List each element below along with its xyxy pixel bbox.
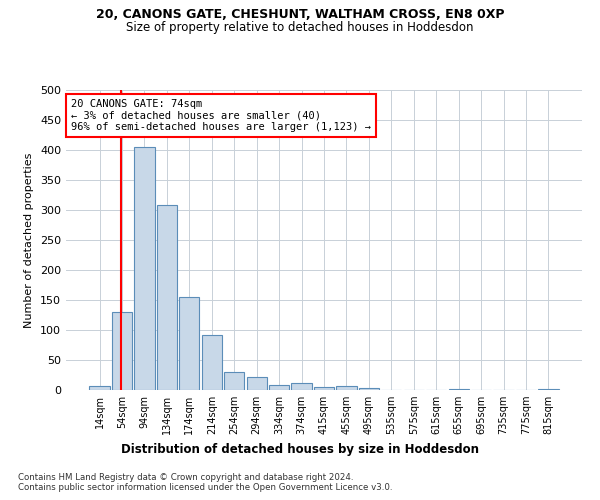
Bar	[247, 378, 267, 390]
Bar	[224, 372, 244, 390]
Text: Contains public sector information licensed under the Open Government Licence v3: Contains public sector information licen…	[18, 484, 392, 492]
Text: Size of property relative to detached houses in Hoddesdon: Size of property relative to detached ho…	[126, 22, 474, 35]
Bar	[538, 389, 559, 390]
Bar	[112, 312, 132, 390]
Bar	[179, 297, 199, 390]
Bar	[314, 387, 334, 390]
Text: 20 CANONS GATE: 74sqm
← 3% of detached houses are smaller (40)
96% of semi-detac: 20 CANONS GATE: 74sqm ← 3% of detached h…	[71, 99, 371, 132]
Bar	[89, 386, 110, 390]
Bar	[134, 147, 155, 390]
Bar	[157, 205, 177, 390]
Y-axis label: Number of detached properties: Number of detached properties	[25, 152, 34, 328]
Text: 20, CANONS GATE, CHESHUNT, WALTHAM CROSS, EN8 0XP: 20, CANONS GATE, CHESHUNT, WALTHAM CROSS…	[96, 8, 504, 20]
Bar	[292, 383, 311, 390]
Bar	[449, 389, 469, 390]
Bar	[269, 385, 289, 390]
Bar	[337, 386, 356, 390]
Text: Contains HM Land Registry data © Crown copyright and database right 2024.: Contains HM Land Registry data © Crown c…	[18, 472, 353, 482]
Bar	[359, 388, 379, 390]
Bar	[202, 335, 222, 390]
Text: Distribution of detached houses by size in Hoddesdon: Distribution of detached houses by size …	[121, 442, 479, 456]
